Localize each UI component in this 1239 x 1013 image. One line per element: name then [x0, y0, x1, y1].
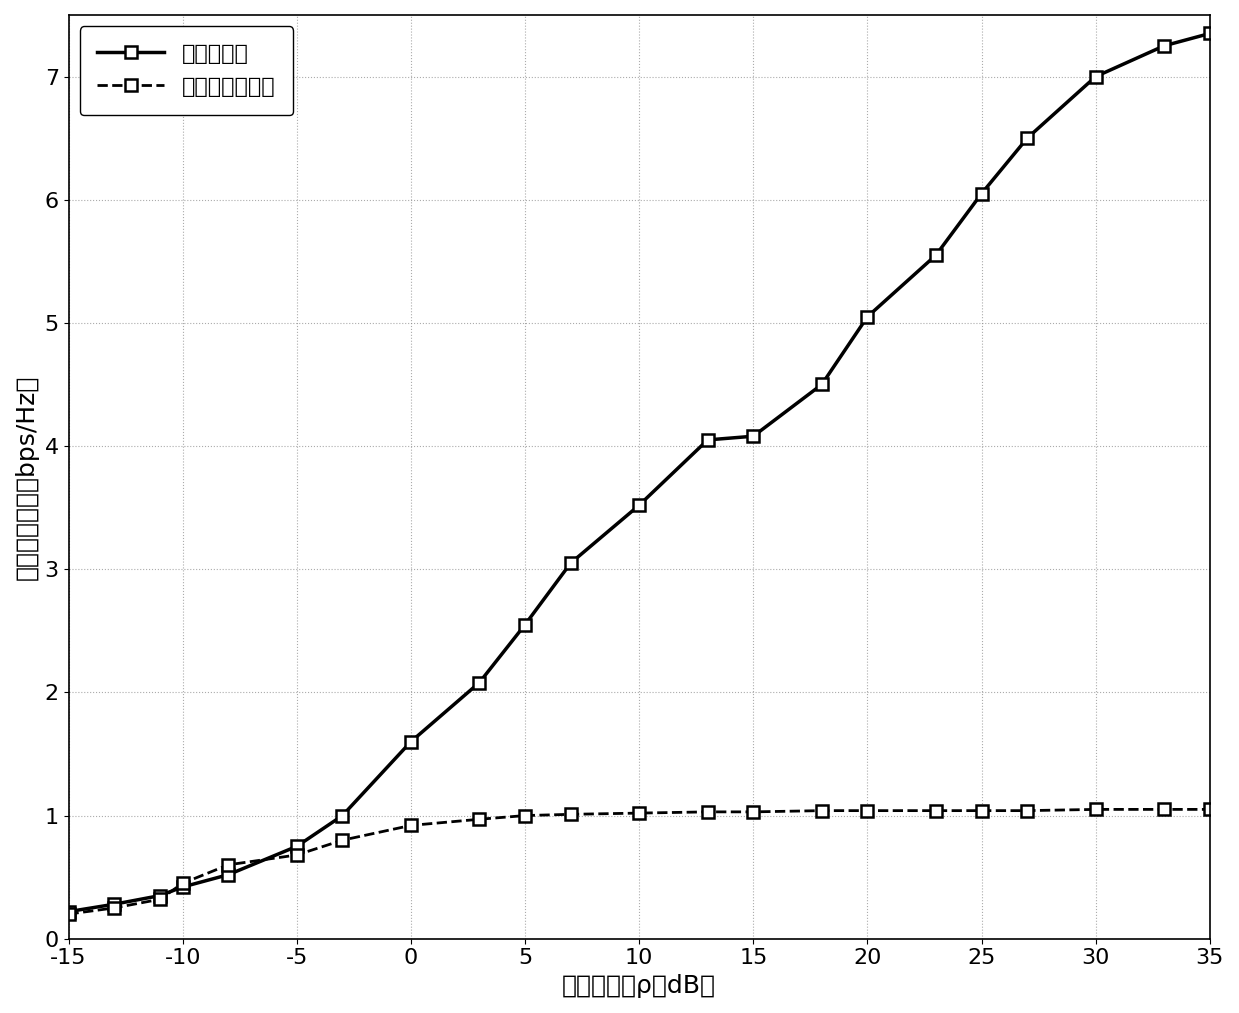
本传输方案	[290, 840, 305, 852]
传统半双工方案	[1202, 803, 1217, 815]
本传输方案	[746, 431, 761, 443]
传统半双工方案	[518, 809, 533, 822]
传统半双工方案	[290, 849, 305, 861]
本传输方案	[974, 187, 989, 200]
传统半双工方案	[564, 808, 579, 821]
Legend: 本传输方案, 传统半双工方案: 本传输方案, 传统半双工方案	[79, 26, 294, 115]
本传输方案	[175, 881, 190, 893]
传统半双工方案	[700, 805, 715, 817]
传统半双工方案	[928, 804, 943, 816]
传统半双工方案	[974, 804, 989, 816]
传统半双工方案	[335, 834, 349, 846]
传统半双工方案	[632, 807, 647, 820]
本传输方案	[928, 249, 943, 261]
本传输方案	[152, 889, 167, 902]
传统半双工方案	[152, 893, 167, 906]
传统半双工方案	[472, 813, 487, 826]
本传输方案	[472, 677, 487, 689]
本传输方案	[1157, 40, 1172, 52]
Y-axis label: 平均安全速率（bps/Hz）: 平均安全速率（bps/Hz）	[15, 374, 38, 579]
X-axis label: 发送信噪比ρ（dB）: 发送信噪比ρ（dB）	[563, 975, 716, 998]
本传输方案	[404, 735, 419, 748]
传统半双工方案	[1088, 803, 1103, 815]
Line: 本传输方案: 本传输方案	[62, 27, 1215, 918]
本传输方案	[564, 557, 579, 569]
传统半双工方案	[175, 877, 190, 889]
本传输方案	[518, 619, 533, 631]
本传输方案	[632, 499, 647, 512]
传统半双工方案	[221, 859, 235, 871]
传统半双工方案	[404, 820, 419, 832]
传统半双工方案	[814, 804, 829, 816]
本传输方案	[1202, 27, 1217, 40]
本传输方案	[814, 379, 829, 391]
本传输方案	[1020, 132, 1035, 144]
传统半双工方案	[746, 805, 761, 817]
本传输方案	[335, 809, 349, 822]
传统半双工方案	[107, 902, 121, 914]
传统半双工方案	[860, 804, 875, 816]
本传输方案	[107, 899, 121, 911]
本传输方案	[1088, 71, 1103, 83]
本传输方案	[860, 311, 875, 323]
Line: 传统半双工方案: 传统半双工方案	[62, 803, 1215, 921]
本传输方案	[700, 434, 715, 446]
传统半双工方案	[61, 908, 76, 920]
本传输方案	[221, 868, 235, 880]
传统半双工方案	[1157, 803, 1172, 815]
本传输方案	[61, 906, 76, 918]
传统半双工方案	[1020, 804, 1035, 816]
